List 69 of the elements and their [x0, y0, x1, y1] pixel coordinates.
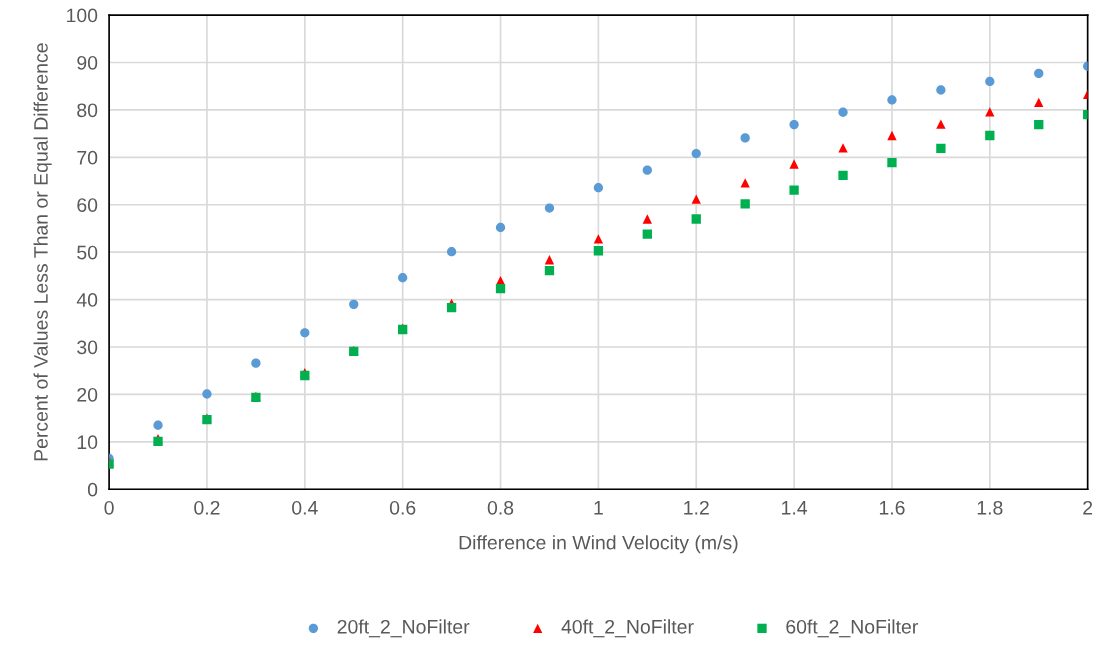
- point: [838, 170, 848, 181]
- legend-label: 20ft_2_NoFilter: [337, 619, 470, 638]
- point: [300, 328, 310, 338]
- point: [936, 85, 946, 95]
- point: [544, 203, 555, 213]
- point: [642, 229, 652, 239]
- point: [789, 185, 799, 195]
- x-tick-label: 2: [1083, 500, 1093, 515]
- point: [349, 299, 359, 309]
- x-tick-label: 0: [104, 500, 114, 515]
- point: [593, 234, 604, 244]
- point: [691, 214, 701, 224]
- y-tick-label: 80: [77, 103, 98, 118]
- point: [251, 358, 261, 368]
- point: [1034, 119, 1044, 130]
- y-tick-label: 40: [76, 293, 98, 307]
- y-axis-title: Percent of Values Less Than or Equal Difference: [33, 43, 52, 461]
- point: [642, 214, 652, 224]
- point: [593, 183, 604, 193]
- point: [202, 389, 212, 399]
- point: [740, 178, 750, 188]
- x-tick-label: 1.4: [782, 501, 808, 515]
- x-tick-label: 0.2: [194, 500, 220, 515]
- x-tick-label: 0.8: [487, 500, 514, 515]
- point: [544, 255, 555, 265]
- point: [446, 303, 457, 313]
- point: [1034, 97, 1044, 107]
- point: [985, 76, 995, 87]
- point: [887, 157, 897, 168]
- point: [789, 119, 799, 130]
- y-tick-label: 30: [77, 340, 98, 355]
- point: [691, 194, 701, 204]
- point: [838, 107, 848, 117]
- point: [544, 266, 555, 276]
- point: [691, 148, 701, 159]
- x-tick-label: 0.6: [389, 500, 416, 515]
- point: [398, 273, 408, 283]
- y-tick-label: 70: [77, 150, 98, 165]
- point: [1034, 68, 1044, 79]
- point: [740, 199, 750, 209]
- x-axis-title: Difference in Wind Velocity (m/s): [459, 535, 738, 554]
- point: [936, 143, 946, 153]
- x-tick-label: 0.4: [292, 500, 318, 515]
- y-tick-label: 50: [77, 245, 98, 260]
- legend-label: 60ft_2_NoFilter: [786, 619, 918, 638]
- point: [936, 119, 946, 129]
- x-tick-label: 1.8: [977, 500, 1003, 515]
- y-tick-label: 60: [77, 198, 98, 212]
- x-tick-label: 1.2: [684, 500, 709, 515]
- point: [838, 143, 848, 153]
- point: [495, 222, 506, 233]
- point: [495, 284, 506, 294]
- y-tick-label: 10: [77, 435, 98, 450]
- point: [446, 247, 457, 257]
- point: [153, 420, 163, 430]
- point: [593, 246, 604, 256]
- point: [887, 95, 897, 105]
- y-tick-label: 100: [67, 8, 98, 23]
- legend-label: 40ft_2_NoFilter: [561, 619, 694, 638]
- y-tick-label: 0: [87, 482, 98, 497]
- point: [642, 165, 652, 175]
- y-tick-label: 20: [77, 387, 98, 402]
- y-tick-label: 90: [77, 55, 98, 70]
- point: [789, 159, 799, 169]
- point: [740, 133, 750, 143]
- point: [887, 130, 897, 141]
- point: [985, 130, 995, 141]
- x-tick-label: 1: [594, 501, 603, 515]
- x-tick-label: 1.6: [879, 500, 905, 515]
